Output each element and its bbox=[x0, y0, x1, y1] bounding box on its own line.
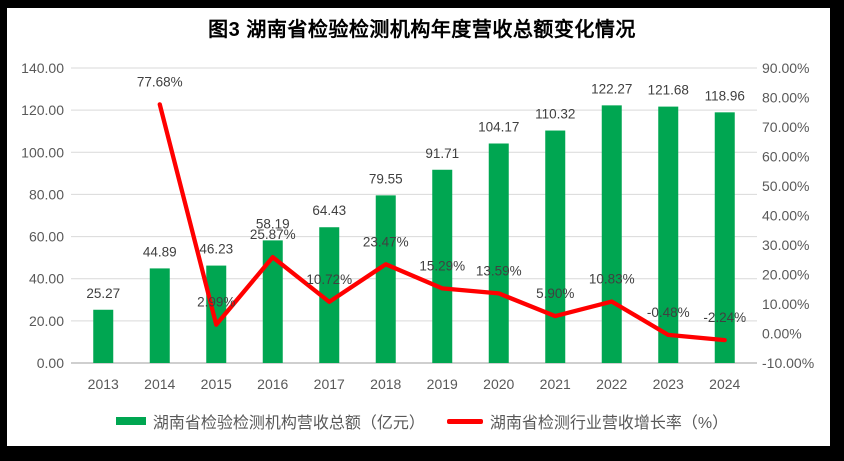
svg-text:10.00%: 10.00% bbox=[762, 296, 809, 312]
svg-text:140.00: 140.00 bbox=[21, 60, 64, 76]
svg-text:30.00%: 30.00% bbox=[762, 237, 809, 253]
svg-text:77.68%: 77.68% bbox=[137, 74, 183, 89]
svg-text:58.19: 58.19 bbox=[256, 216, 290, 231]
svg-text:110.32: 110.32 bbox=[535, 107, 575, 122]
svg-text:91.71: 91.71 bbox=[425, 146, 459, 161]
left-axis-tick-labels: 0.00 20.00 40.00 60.00 80.00 100.00 120.00 140.… bbox=[21, 60, 64, 371]
svg-text:90.00%: 90.00% bbox=[762, 60, 809, 76]
bar-2022 bbox=[601, 105, 622, 363]
bar-series-swatch-icon bbox=[115, 417, 146, 425]
bar-2023 bbox=[658, 106, 679, 364]
bar-2016 bbox=[262, 240, 283, 363]
svg-text:2020: 2020 bbox=[483, 376, 514, 392]
svg-text:64.43: 64.43 bbox=[312, 203, 346, 218]
line-series-swatch-icon bbox=[446, 418, 483, 424]
bar-series bbox=[93, 105, 735, 364]
svg-text:50.00%: 50.00% bbox=[762, 178, 809, 194]
svg-text:2014: 2014 bbox=[144, 376, 175, 392]
bar-2020 bbox=[488, 143, 509, 363]
svg-text:20.00%: 20.00% bbox=[762, 267, 809, 283]
svg-text:2.99%: 2.99% bbox=[197, 295, 235, 310]
svg-text:2017: 2017 bbox=[314, 376, 345, 392]
svg-text:23.47%: 23.47% bbox=[363, 234, 409, 249]
svg-text:15.29%: 15.29% bbox=[419, 258, 465, 273]
svg-text:20.00: 20.00 bbox=[29, 313, 64, 329]
svg-text:25.87%: 25.87% bbox=[250, 227, 296, 242]
svg-text:121.68: 121.68 bbox=[648, 83, 689, 98]
bar-2017 bbox=[319, 227, 340, 363]
legend-item-bar-series: 湖南省检验检测机构营收总额（亿元） bbox=[115, 409, 425, 433]
svg-text:46.23: 46.23 bbox=[199, 242, 233, 257]
line-data-labels: 77.68% 2.99% 25.87% 10.72% 23.47% 15.29% 13.59… bbox=[137, 74, 746, 325]
legend: 湖南省检验检测机构营收总额（亿元） 湖南省检测行业营收增长率（%） bbox=[0, 409, 844, 433]
svg-text:80.00%: 80.00% bbox=[762, 90, 809, 106]
svg-text:79.55: 79.55 bbox=[369, 171, 403, 186]
svg-text:2019: 2019 bbox=[427, 376, 458, 392]
bar-2014 bbox=[149, 268, 170, 363]
svg-text:40.00%: 40.00% bbox=[762, 208, 809, 224]
svg-text:70.00%: 70.00% bbox=[762, 119, 809, 135]
svg-text:2024: 2024 bbox=[709, 376, 740, 392]
svg-text:104.17: 104.17 bbox=[478, 119, 519, 134]
svg-text:25.27: 25.27 bbox=[86, 286, 120, 301]
bar-2015 bbox=[206, 265, 227, 363]
svg-text:2022: 2022 bbox=[596, 376, 627, 392]
line-series-label: 湖南省检测行业营收增长率（%） bbox=[489, 415, 729, 432]
svg-text:13.59%: 13.59% bbox=[476, 263, 522, 278]
svg-text:44.89: 44.89 bbox=[143, 244, 177, 259]
bar-2019 bbox=[432, 169, 453, 363]
svg-text:40.00: 40.00 bbox=[29, 271, 64, 287]
svg-text:2015: 2015 bbox=[201, 376, 232, 392]
svg-text:-2.24%: -2.24% bbox=[703, 310, 746, 325]
svg-text:60.00%: 60.00% bbox=[762, 149, 809, 165]
bar-2021 bbox=[545, 130, 566, 363]
bar-2013 bbox=[93, 309, 114, 363]
svg-text:0.00%: 0.00% bbox=[762, 326, 802, 342]
svg-text:2013: 2013 bbox=[88, 376, 119, 392]
x-axis-labels: 2013 2014 2015 2016 2017 2018 2019 2020 2021 2022… bbox=[88, 376, 741, 392]
svg-text:118.96: 118.96 bbox=[705, 88, 745, 103]
svg-text:120.00: 120.00 bbox=[21, 102, 64, 118]
svg-text:2023: 2023 bbox=[653, 376, 684, 392]
chart-background bbox=[7, 8, 830, 446]
svg-text:60.00: 60.00 bbox=[29, 229, 64, 245]
legend-item-line-series: 湖南省检测行业营收增长率（%） bbox=[446, 409, 729, 433]
svg-text:100.00: 100.00 bbox=[21, 144, 64, 160]
svg-text:-10.00%: -10.00% bbox=[762, 355, 814, 371]
line-series bbox=[157, 102, 727, 343]
bar-data-labels: 25.27 44.89 46.23 58.19 64.43 79.55 91.71 104.1… bbox=[86, 81, 745, 300]
bar-2018 bbox=[375, 195, 396, 363]
right-axis-tick-labels: -10.00% 0.00% 10.00% 20.00% 30.00% 40.00% 50.0… bbox=[762, 60, 814, 371]
chart-title: 图3 湖南省检验检测机构年度营收总额变化情况 bbox=[208, 19, 636, 41]
svg-text:80.00: 80.00 bbox=[29, 186, 64, 202]
svg-text:2018: 2018 bbox=[370, 376, 401, 392]
bar-2024 bbox=[714, 112, 735, 363]
svg-text:5.90%: 5.90% bbox=[536, 286, 574, 301]
svg-text:2021: 2021 bbox=[540, 376, 571, 392]
bar-series-label: 湖南省检验检测机构营收总额（亿元） bbox=[152, 415, 425, 432]
svg-text:-0.48%: -0.48% bbox=[647, 305, 690, 320]
svg-text:122.27: 122.27 bbox=[591, 81, 632, 96]
svg-text:10.72%: 10.72% bbox=[306, 272, 352, 287]
svg-text:2016: 2016 bbox=[257, 376, 288, 392]
svg-text:0.00: 0.00 bbox=[37, 355, 64, 371]
svg-text:10.83%: 10.83% bbox=[589, 272, 635, 287]
